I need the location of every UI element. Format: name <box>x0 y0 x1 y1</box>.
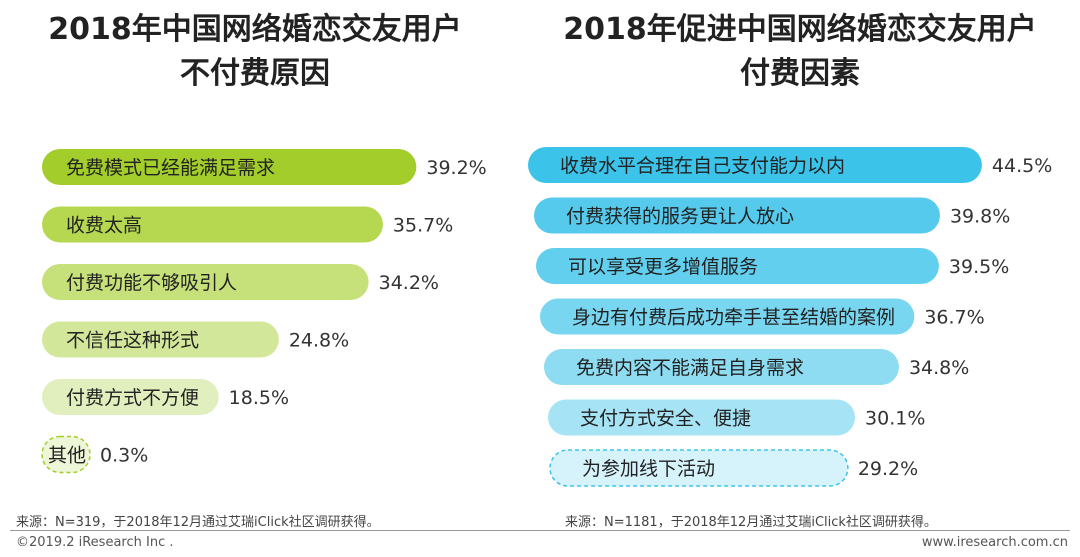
right-bar-4 <box>544 349 899 385</box>
left-bar-0 <box>42 149 417 185</box>
right-value-label-0: 44.5% <box>992 155 1052 177</box>
right-bar-label-0: 收费水平合理在自己支付能力以内 <box>560 155 845 177</box>
left-value-label-5: 0.3% <box>100 445 148 467</box>
left-bar-label-0: 免费模式已经能满足需求 <box>66 157 275 179</box>
right-value-label-4: 34.8% <box>909 357 969 379</box>
left-value-label-0: 39.2% <box>426 157 486 179</box>
left-bar-label-3: 不信任这种形式 <box>66 330 199 352</box>
right-chart-title: 2018年促进中国网络婚恋交友用户 付费因素 <box>530 8 1070 96</box>
footer-divider <box>10 530 1070 531</box>
right-bar-0 <box>528 147 982 183</box>
left-bar-label-4: 付费方式不方便 <box>66 387 199 409</box>
left-bar-4 <box>42 379 219 415</box>
copyright: ©2019.2 iResearch Inc . <box>16 535 174 550</box>
left-bar-2 <box>42 264 369 300</box>
left-bar-1 <box>42 206 383 243</box>
website-url: www.iresearch.com.cn <box>921 535 1068 550</box>
left-value-label-3: 24.8% <box>289 330 349 352</box>
left-chart-title: 2018年中国网络婚恋交友用户 不付费原因 <box>20 8 490 96</box>
right-bar-2 <box>536 248 939 284</box>
left-bar-5 <box>41 435 91 474</box>
right-value-label-6: 29.2% <box>858 458 918 480</box>
left-value-label-4: 18.5% <box>229 387 289 409</box>
right-bar-label-2: 可以享受更多增值服务 <box>568 256 758 278</box>
right-value-label-1: 39.8% <box>950 206 1010 228</box>
right-title-line1: 2018年促进中国网络婚恋交友用户 <box>563 12 1037 47</box>
left-title-line1: 2018年中国网络婚恋交友用户 <box>48 12 462 47</box>
right-value-label-2: 39.5% <box>949 256 1009 278</box>
right-value-label-5: 30.1% <box>865 408 925 430</box>
left-bar-label-1: 收费太高 <box>66 215 142 237</box>
right-title-line2: 付费因素 <box>740 56 860 91</box>
right-bar-1 <box>534 197 940 234</box>
left-title-line2: 不付费原因 <box>180 56 330 91</box>
left-bar-3 <box>42 321 279 358</box>
source-note-left: 来源：N=319，于2018年12月通过艾瑞iClick社区调研获得。 <box>16 515 380 530</box>
left-value-label-1: 35.7% <box>393 215 453 237</box>
right-bar-label-1: 付费获得的服务更让人放心 <box>566 206 794 228</box>
source-note-right: 来源：N=1181，于2018年12月通过艾瑞iClick社区调研获得。 <box>565 515 937 530</box>
right-bar-label-6: 为参加线下活动 <box>582 458 715 480</box>
right-value-label-3: 36.7% <box>924 307 984 329</box>
right-bar-5 <box>548 399 856 436</box>
right-bar-6 <box>549 449 849 487</box>
right-bar-3 <box>540 298 915 335</box>
left-bar-label-5: 其他 <box>48 445 86 467</box>
right-bar-label-3: 身边有付费后成功牵手甚至结婚的案例 <box>572 307 895 329</box>
right-bar-label-5: 支付方式安全、便捷 <box>580 408 751 430</box>
right-bar-label-4: 免费内容不能满足自身需求 <box>576 357 804 379</box>
left-value-label-2: 34.2% <box>379 272 439 294</box>
left-bar-label-2: 付费功能不够吸引人 <box>66 272 237 294</box>
